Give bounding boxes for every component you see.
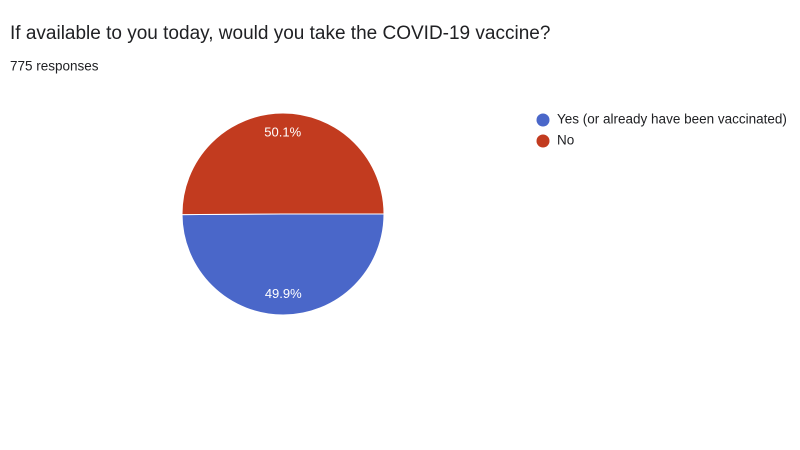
pie-slice xyxy=(181,213,385,316)
legend-label: Yes (or already have been vaccinated) xyxy=(557,112,787,127)
legend-swatch xyxy=(536,113,550,127)
pie-slice xyxy=(181,112,385,216)
slice-label: 49.9% xyxy=(265,286,302,301)
chart-subtitle: 775 responses xyxy=(10,59,99,74)
legend-swatch xyxy=(536,134,550,148)
slice-label: 50.1% xyxy=(264,125,301,140)
legend-label: No xyxy=(557,133,574,148)
chart-title: If available to you today, would you tak… xyxy=(10,23,550,44)
